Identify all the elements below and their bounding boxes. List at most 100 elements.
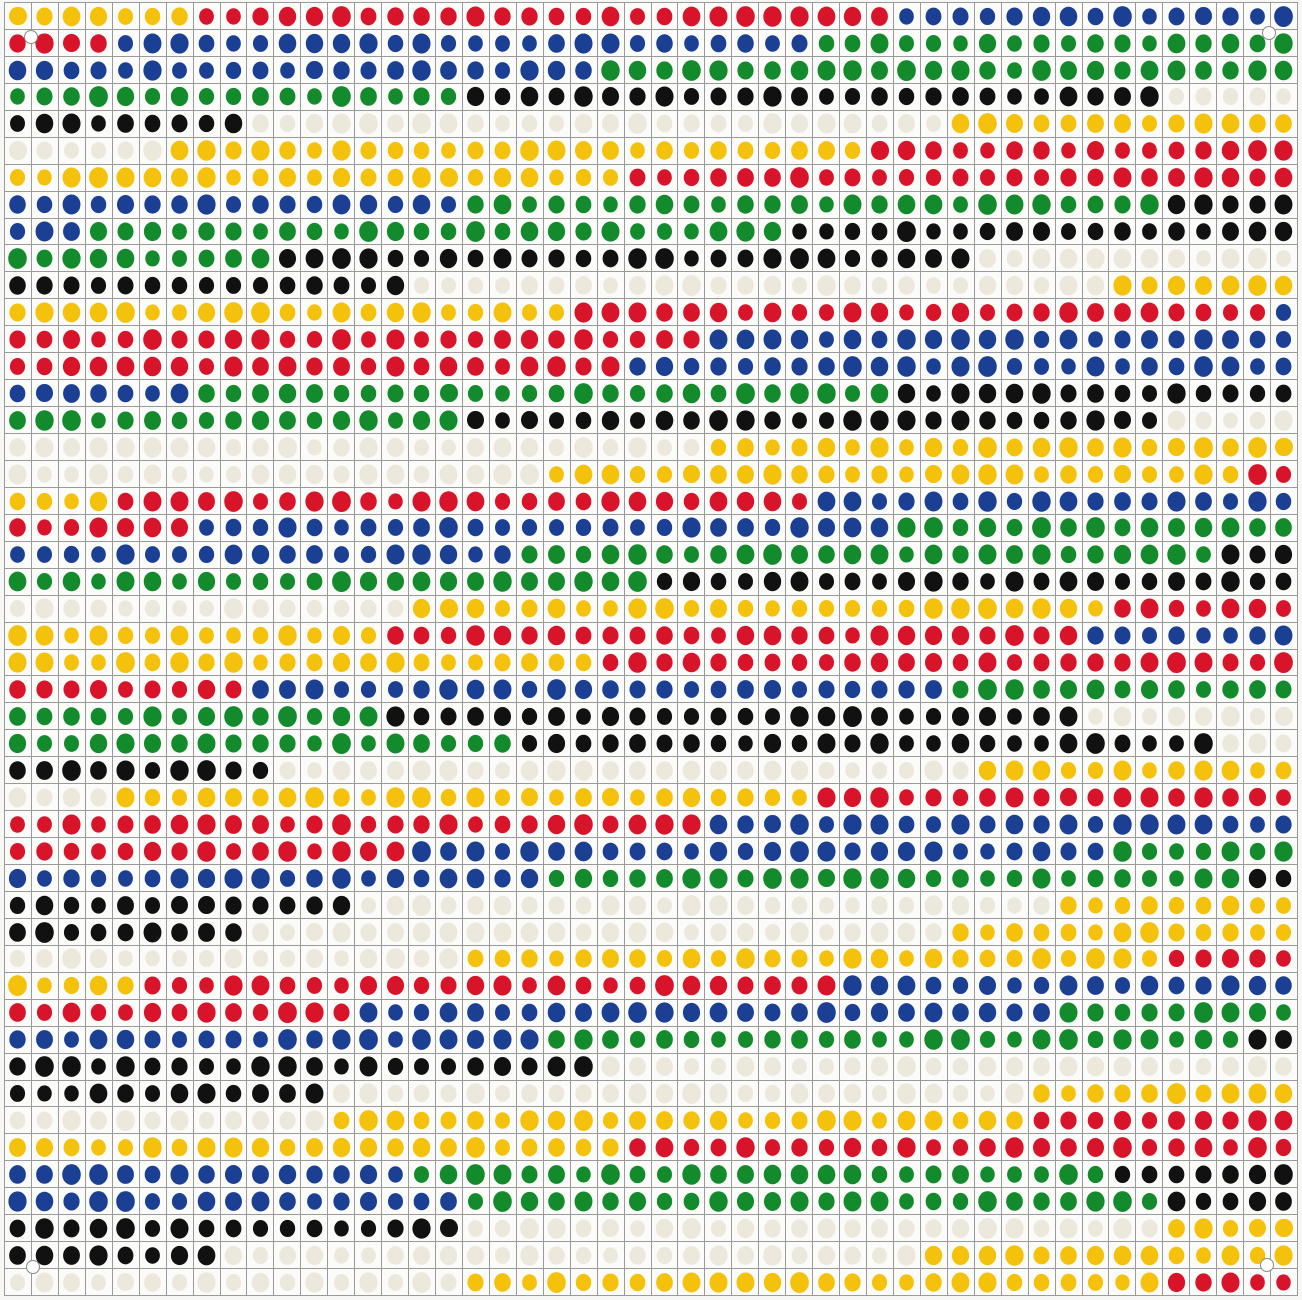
dot-yellow [817,437,835,457]
grid-cell [813,1107,840,1134]
grid-cell [355,811,382,838]
grid-cell [920,353,947,380]
grid-cell [570,945,597,972]
dot-black [871,707,889,726]
grid-cell [193,918,220,945]
dot-green [979,33,997,53]
grid-cell [759,838,786,864]
grid-cell [705,137,732,164]
grid-cell [893,353,920,380]
grid-cell [166,299,193,326]
grid-cell [813,434,840,460]
dot-green [629,1031,646,1048]
grid-cell [1109,865,1136,891]
dot-blue [89,1191,109,1212]
dot-red [1086,141,1105,160]
grid-cell [328,83,355,110]
dot-red [1276,1138,1292,1156]
grid-cell [1244,326,1271,353]
grid-cell [516,838,543,864]
dot-green [548,1192,566,1211]
dot-blue [899,7,915,24]
dot-red [118,1004,134,1021]
dot-blue [1195,627,1211,644]
dot-cream [412,1271,432,1293]
dot-yellow [520,167,539,188]
dot-green [440,1164,458,1184]
dot-yellow [656,950,673,968]
grid-cell [974,568,1001,595]
dot-cream [8,464,28,484]
grid-cell [382,568,409,595]
grid-cell [462,218,489,245]
dot-yellow [359,653,377,672]
grid-cell [1163,1053,1190,1080]
grid-cell [840,299,866,326]
dot-green [1060,518,1077,537]
dot-red [305,6,323,26]
grid-cell [974,110,1001,137]
grid-cell [1028,1161,1055,1188]
grid-cell [1109,326,1136,353]
dot-green [468,384,484,402]
dot-yellow [520,140,540,161]
grid-cell [1001,1215,1028,1242]
dot-green [628,544,647,565]
grid-cell [624,891,651,918]
grid-cell [436,703,462,730]
dot-green [90,248,108,268]
dot-green [1168,1003,1185,1022]
dot-blue [145,546,161,563]
dot-black [63,276,80,295]
grid-cell [166,191,193,218]
grid-cell [678,784,705,811]
dot-yellow [1114,896,1131,914]
dot-red [953,788,969,806]
grid-cell [786,838,813,864]
dot-green [1032,1029,1051,1050]
grid-cell [920,56,947,83]
dot-green [144,410,162,430]
grid-cell [193,407,220,433]
grid-cell [867,218,893,245]
grid-cell [301,945,328,972]
grid-cell [58,407,85,433]
grid-cell [166,514,193,541]
grid-cell [570,110,597,137]
dot-red [737,304,753,321]
grid-cell [274,811,301,838]
dot-red [37,330,53,348]
dot-yellow [116,787,135,807]
dot-green [602,1192,619,1211]
grid-cell [624,1134,651,1161]
dot-yellow [951,598,971,619]
dot-red [1247,140,1267,161]
grid-cell [1028,1080,1055,1107]
dot-cream [116,1110,136,1131]
grid-cell [436,838,462,864]
dot-black [710,573,727,591]
dot-green [602,869,619,887]
dot-blue [332,33,350,53]
grid-cell [409,326,435,353]
grid-cell [489,1107,516,1134]
grid-cell [867,945,893,972]
grid-cell [732,29,759,56]
grid-cell [570,999,597,1026]
grid-cell [31,326,58,353]
dot-cream [333,950,349,967]
dot-green [521,572,539,591]
dot-black [684,250,699,267]
grid-cell [58,191,85,218]
dot-green [1087,1165,1104,1183]
grid-cell [813,1080,840,1107]
dot-cream [439,948,459,969]
grid-cell [436,110,462,137]
grid-cell [220,245,247,272]
dot-blue [36,1191,54,1211]
grid-cell [462,380,489,407]
dot-green [358,409,378,431]
dot-yellow [924,598,944,619]
grid-cell [920,3,947,29]
dot-red [279,491,296,510]
